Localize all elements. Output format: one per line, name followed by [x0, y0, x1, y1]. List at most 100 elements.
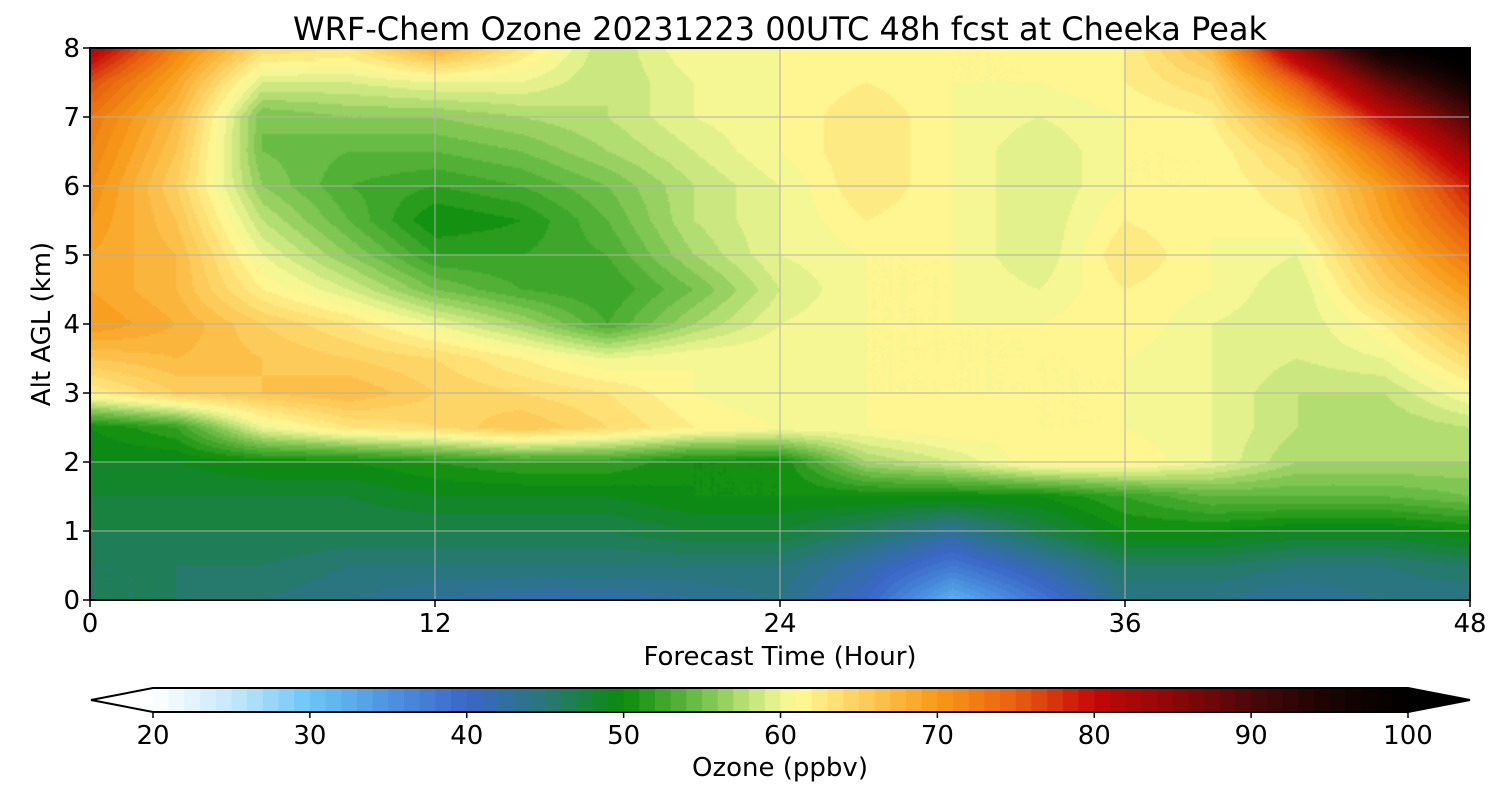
colorbar-segment	[592, 688, 609, 712]
colorbar-segment	[655, 688, 672, 712]
colorbar-segment	[356, 688, 374, 712]
chart-title: WRF-Chem Ozone 20231223 00UTC 48h fcst a…	[293, 10, 1268, 48]
colorbar-segment	[262, 688, 280, 712]
colorbar-segment	[1251, 688, 1268, 712]
colorbar-segment	[576, 688, 593, 712]
colorbar-segment	[953, 688, 970, 712]
colorbar-segment	[1376, 688, 1393, 712]
y-tick-label: 6	[63, 172, 80, 202]
colorbar-segment	[1015, 688, 1033, 712]
colorbar-tick-label: 50	[607, 721, 640, 751]
y-tick-label: 0	[63, 586, 80, 616]
colorbar-segment	[811, 688, 829, 712]
plot-area	[89, 47, 1471, 601]
colorbar-segment	[1282, 688, 1299, 712]
colorbar-segment	[388, 688, 405, 712]
colorbar-segment	[827, 688, 844, 712]
colorbar-segment	[1329, 688, 1346, 712]
colorbar-segment	[1360, 688, 1378, 712]
colorbar-tick-label: 40	[450, 721, 483, 751]
colorbar-segment	[1188, 688, 1205, 712]
colorbar-segment	[1062, 688, 1080, 712]
colorbar-segment	[1345, 688, 1362, 712]
colorbar-segment	[906, 688, 923, 712]
colorbar-segment	[513, 688, 531, 712]
y-axis-label: Alt AGL (km)	[27, 242, 57, 406]
colorbar-segment	[168, 688, 185, 712]
colorbar-segment	[529, 688, 546, 712]
colorbar-segment	[1219, 688, 1237, 712]
colorbar-segment	[1266, 688, 1284, 712]
colorbar-segment	[639, 688, 656, 712]
colorbar-segment	[482, 688, 499, 712]
x-tick-label: 0	[82, 609, 99, 639]
colorbar-segment	[247, 688, 264, 712]
colorbar-extend-low	[91, 688, 153, 712]
colorbar-segment	[607, 688, 625, 712]
colorbar-segment	[341, 688, 358, 712]
colorbar-segment	[749, 688, 766, 712]
colorbar-tick-label: 70	[921, 721, 954, 751]
y-tick-label: 5	[63, 241, 80, 271]
y-tick-label: 7	[63, 103, 80, 133]
colorbar-segment	[1157, 688, 1174, 712]
colorbar-segment	[1109, 688, 1127, 712]
colorbar-segment	[372, 688, 389, 712]
x-tick-label: 24	[763, 609, 796, 639]
colorbar-segment	[780, 688, 797, 712]
x-axis: 0 12 24 36 48	[82, 600, 1487, 639]
colorbar-segment	[435, 688, 452, 712]
colorbar-segment	[1392, 688, 1409, 712]
colorbar-segment	[1204, 688, 1221, 712]
y-axis: 0 1 2 3 4 5 6 7 8	[63, 34, 90, 616]
y-tick-label: 4	[63, 310, 80, 340]
colorbar-tick-label: 30	[293, 721, 326, 751]
colorbar-tick-label: 100	[1383, 721, 1433, 751]
colorbar-segment	[153, 688, 170, 712]
y-tick-label: 3	[63, 379, 80, 409]
colorbar-segment	[200, 688, 217, 712]
colorbar-segment	[215, 688, 233, 712]
colorbar-segment	[796, 688, 813, 712]
colorbar-segment	[1141, 688, 1158, 712]
colorbar-segment	[717, 688, 735, 712]
colorbar-segment	[545, 688, 562, 712]
x-tick-label: 36	[1108, 609, 1141, 639]
colorbar-segment	[1078, 688, 1095, 712]
grid-lines	[90, 48, 1470, 600]
colorbar-tick-label: 90	[1235, 721, 1268, 751]
colorbar-segment	[419, 688, 436, 712]
colorbar-segment	[1235, 688, 1252, 712]
colorbar-segment	[968, 688, 986, 712]
colorbar-segment	[498, 688, 515, 712]
colorbar-segment	[309, 688, 327, 712]
colorbar-segment	[1031, 688, 1048, 712]
colorbar: 20 30 40 50 60 70 80 90 100	[90, 687, 1471, 751]
colorbar-segment	[984, 688, 1001, 712]
y-tick-label: 2	[63, 448, 80, 478]
colorbar-tick-label: 20	[136, 721, 169, 751]
colorbar-segment	[890, 688, 907, 712]
colorbar-segment	[670, 688, 687, 712]
colorbar-segment	[184, 688, 201, 712]
x-axis-label: Forecast Time (Hour)	[643, 642, 916, 672]
colorbar-segment	[937, 688, 954, 712]
colorbar-segment	[325, 688, 342, 712]
colorbar-segment	[874, 688, 891, 712]
colorbar-segment	[1000, 688, 1017, 712]
colorbar-tick-label: 80	[1078, 721, 1111, 751]
colorbar-segment	[686, 688, 703, 712]
colorbar-label: Ozone (ppbv)	[692, 753, 868, 783]
colorbar-segment	[560, 688, 578, 712]
colorbar-segment	[843, 688, 860, 712]
colorbar-segment	[404, 688, 421, 712]
colorbar-segment	[623, 688, 640, 712]
x-tick-label: 48	[1453, 609, 1486, 639]
colorbar-segment	[466, 688, 484, 712]
colorbar-segment	[1172, 688, 1189, 712]
y-tick-label: 1	[63, 517, 80, 547]
colorbar-segment	[294, 688, 311, 712]
colorbar-segment	[231, 688, 248, 712]
colorbar-segment	[921, 688, 938, 712]
